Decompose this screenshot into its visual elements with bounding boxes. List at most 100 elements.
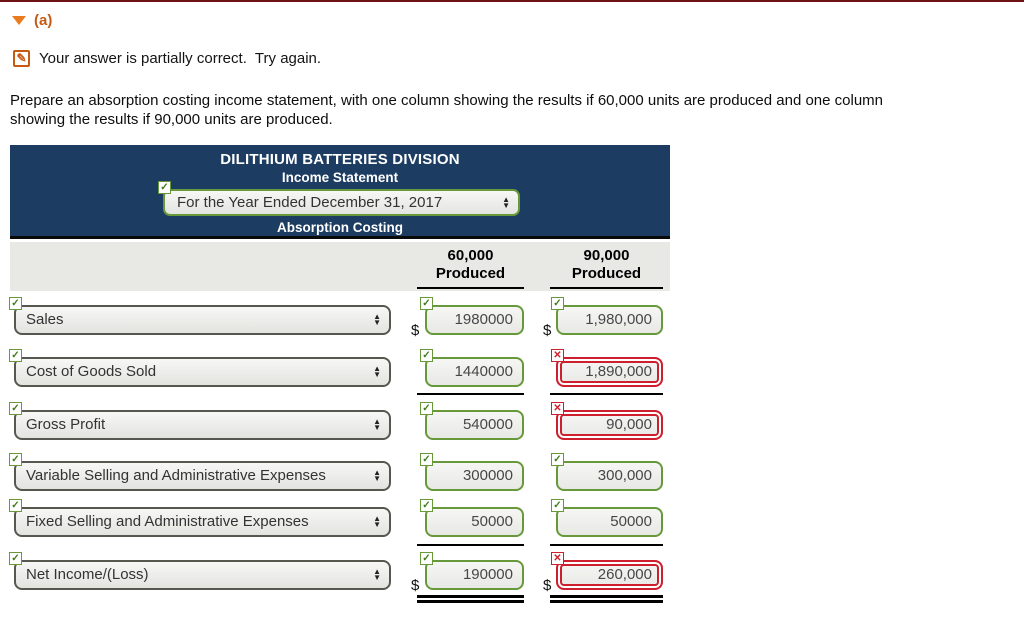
amount-value: 90,000 <box>606 416 652 433</box>
account-select[interactable]: ✓ Variable Selling and Administrative Ex… <box>9 453 391 491</box>
status-icon: ✕ <box>551 402 564 415</box>
amount-input-90000[interactable]: ✕ 90,000 <box>551 402 663 440</box>
amount-input-60000[interactable]: ✓ 300000 <box>420 453 524 491</box>
subtotal-rule <box>550 544 663 546</box>
status-icon: ✓ <box>158 181 171 194</box>
status-icon: ✓ <box>420 402 433 415</box>
amount-input-90000[interactable]: ✕ 260,000 <box>551 552 663 590</box>
instructions: Prepare an absorption costing income sta… <box>10 91 883 129</box>
statement-subtitle: Absorption Costing <box>277 220 403 235</box>
subtotal-rule <box>417 393 524 395</box>
dollar-sign: $ <box>543 322 552 339</box>
col-header-90000: 90,000 Produced <box>550 247 663 283</box>
header-rule <box>417 287 524 289</box>
amount-value: 1980000 <box>454 311 513 328</box>
account-select-value: Variable Selling and Administrative Expe… <box>26 467 326 484</box>
status-icon: ✓ <box>420 499 433 512</box>
amount-input-60000[interactable]: ✓ 50000 <box>420 499 524 537</box>
account-select-value: Gross Profit <box>26 416 106 433</box>
status-icon: ✓ <box>551 453 564 466</box>
col-header-amount: 90,000 <box>583 247 630 264</box>
amount-value: 1440000 <box>454 363 513 380</box>
status-icon: ✕ <box>551 349 564 362</box>
amount-value: 50000 <box>471 513 513 530</box>
company-name: DILITHIUM BATTERIES DIVISION <box>220 151 460 168</box>
col-header-caption: Produced <box>435 265 506 282</box>
amount-value: 190000 <box>462 566 513 583</box>
amount-input-60000[interactable]: ✓ 1440000 <box>420 349 524 387</box>
account-select[interactable]: ✓ Gross Profit ▲ ▼ <box>9 402 391 440</box>
status-icon: ✓ <box>9 499 22 512</box>
amount-value: 1,890,000 <box>585 363 652 380</box>
partially-correct-icon: ✎ <box>13 50 30 67</box>
top-divider <box>0 0 1024 2</box>
amount-value: 540000 <box>462 416 513 433</box>
instructions-line: Prepare an absorption costing income sta… <box>10 92 884 109</box>
statement-header: DILITHIUM BATTERIES DIVISION Income Stat… <box>10 145 670 239</box>
total-double-rule <box>417 595 524 603</box>
amount-input-60000[interactable]: ✓ 540000 <box>420 402 524 440</box>
column-header-band: 60,000 Produced 90,000 Produced <box>10 242 670 291</box>
feedback-banner: ✎ Your answer is partially correct. Try … <box>13 50 321 67</box>
status-icon: ✓ <box>551 499 564 512</box>
status-icon: ✓ <box>9 402 22 415</box>
status-icon: ✓ <box>9 552 22 565</box>
status-icon: ✓ <box>551 297 564 310</box>
status-icon: ✓ <box>9 453 22 466</box>
account-select[interactable]: ✓ Cost of Goods Sold ▲ ▼ <box>9 349 391 387</box>
account-select[interactable]: ✓ Net Income/(Loss) ▲ ▼ <box>9 552 391 590</box>
subtotal-rule <box>417 544 524 546</box>
statement-title: Income Statement <box>281 170 399 185</box>
statement-row: ✓ Sales ▲ ▼ $ ✓ 1980000 $ ✓ 1,980,000 <box>0 297 1024 347</box>
status-icon: ✕ <box>551 552 564 565</box>
amount-value: 300000 <box>462 467 513 484</box>
statement-row: ✓ Fixed Selling and Administrative Expen… <box>0 499 1024 549</box>
total-double-rule <box>550 595 663 603</box>
updown-arrows-icon: ▲ ▼ <box>373 312 381 327</box>
col-header-60000: 60,000 Produced <box>417 247 524 283</box>
period-select-value: For the Year Ended December 31, 2017 <box>177 194 443 211</box>
statement-row: ✓ Cost of Goods Sold ▲ ▼ ✓ 1440000 ✕ 1,89… <box>0 349 1024 399</box>
dollar-sign: $ <box>411 322 420 339</box>
status-icon: ✓ <box>9 349 22 362</box>
updown-arrows-icon: ▲ ▼ <box>373 364 381 379</box>
updown-arrows-icon: ▲ ▼ <box>373 417 381 432</box>
amount-input-60000[interactable]: ✓ 190000 <box>420 552 524 590</box>
period-select[interactable]: ✓ For the Year Ended December 31, 2017 ▲… <box>158 181 520 216</box>
account-select[interactable]: ✓ Fixed Selling and Administrative Expen… <box>9 499 391 537</box>
subtotal-rule <box>550 393 663 395</box>
account-select-value: Fixed Selling and Administrative Expense… <box>26 513 309 530</box>
statement-row: ✓ Gross Profit ▲ ▼ ✓ 540000 ✕ 90,000 <box>0 402 1024 452</box>
status-icon: ✓ <box>420 552 433 565</box>
feedback-text: Your answer is partially correct. Try ag… <box>39 50 322 67</box>
account-select-value: Cost of Goods Sold <box>26 363 157 380</box>
section-marker[interactable]: (a) <box>12 12 52 29</box>
updown-arrows-icon: ▲ ▼ <box>373 468 381 483</box>
amount-input-90000[interactable]: ✓ 300,000 <box>551 453 663 491</box>
amount-input-90000[interactable]: ✓ 50000 <box>551 499 663 537</box>
collapse-triangle-icon[interactable] <box>12 16 26 25</box>
statement-row: ✓ Variable Selling and Administrative Ex… <box>0 453 1024 503</box>
dollar-sign: $ <box>543 577 552 594</box>
header-rule <box>550 287 663 289</box>
col-header-caption: Produced <box>571 265 642 282</box>
account-select[interactable]: ✓ Sales ▲ ▼ <box>9 297 391 335</box>
status-icon: ✓ <box>420 297 433 310</box>
section-label: (a) <box>34 12 53 29</box>
account-select-value: Net Income/(Loss) <box>26 566 149 583</box>
status-icon: ✓ <box>420 453 433 466</box>
updown-arrows-icon: ▲ ▼ <box>373 567 381 582</box>
amount-input-60000[interactable]: ✓ 1980000 <box>420 297 524 335</box>
updown-arrows-icon: ▲ ▼ <box>502 194 510 210</box>
status-icon: ✓ <box>9 297 22 310</box>
amount-value: 300,000 <box>597 467 652 484</box>
instructions-line: showing the results if 90,000 units are … <box>10 111 333 128</box>
amount-value: 1,980,000 <box>585 311 652 328</box>
amount-input-90000[interactable]: ✓ 1,980,000 <box>551 297 663 335</box>
updown-arrows-icon: ▲ ▼ <box>373 514 381 529</box>
amount-value: 50000 <box>610 513 652 530</box>
account-select-value: Sales <box>26 311 64 328</box>
dollar-sign: $ <box>411 577 420 594</box>
amount-input-90000[interactable]: ✕ 1,890,000 <box>551 349 663 387</box>
amount-value: 260,000 <box>597 566 652 583</box>
